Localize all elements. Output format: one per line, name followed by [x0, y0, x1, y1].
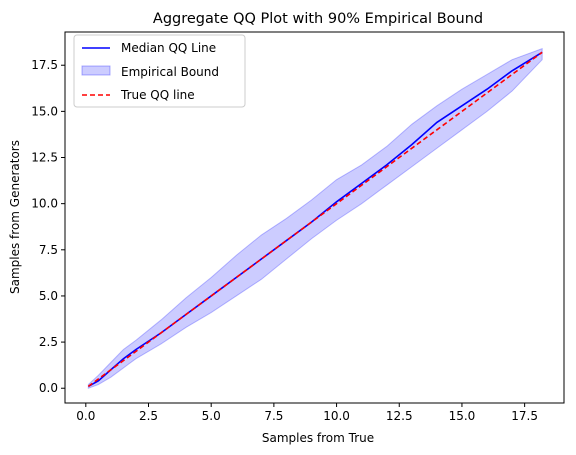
x-tick-label: 0.0 — [76, 409, 95, 423]
x-tick-label: 10.0 — [323, 409, 350, 423]
legend-box — [73, 34, 246, 108]
x-tick-label: 17.5 — [511, 409, 538, 423]
legend-label-bound: Empirical Bound — [121, 65, 219, 79]
y-tick-label: 5.0 — [39, 289, 58, 303]
true-qq-line — [87, 51, 543, 388]
x-tick-label: 7.5 — [264, 409, 283, 423]
plot-frame — [64, 31, 565, 404]
y-tick-label: 17.5 — [31, 58, 58, 72]
legend: Median QQ Line Empirical Bound True QQ l… — [73, 34, 246, 108]
y-tick-label: 10.0 — [31, 197, 58, 211]
y-tick-label: 15.0 — [31, 104, 58, 118]
x-axis-label: Samples from True — [262, 431, 374, 445]
y-tick-label: 12.5 — [31, 151, 58, 165]
x-tick-label: 2.5 — [139, 409, 158, 423]
x-tick-label: 15.0 — [449, 409, 476, 423]
y-tick-label: 0.0 — [39, 381, 58, 395]
y-tick-label: 7.5 — [39, 243, 58, 257]
legend-label-median: Median QQ Line — [121, 41, 216, 55]
x-tick-label: 5.0 — [202, 409, 221, 423]
legend-label-true: True QQ line — [120, 88, 195, 102]
legend-swatch-bound — [81, 65, 111, 76]
y-axis-label: Samples from Generators — [8, 140, 22, 294]
median-qq-line — [87, 51, 543, 388]
chart-title: Aggregate QQ Plot with 90% Empirical Bou… — [153, 11, 483, 27]
y-tick-label: 2.5 — [39, 335, 58, 349]
x-tick-label: 12.5 — [386, 409, 413, 423]
